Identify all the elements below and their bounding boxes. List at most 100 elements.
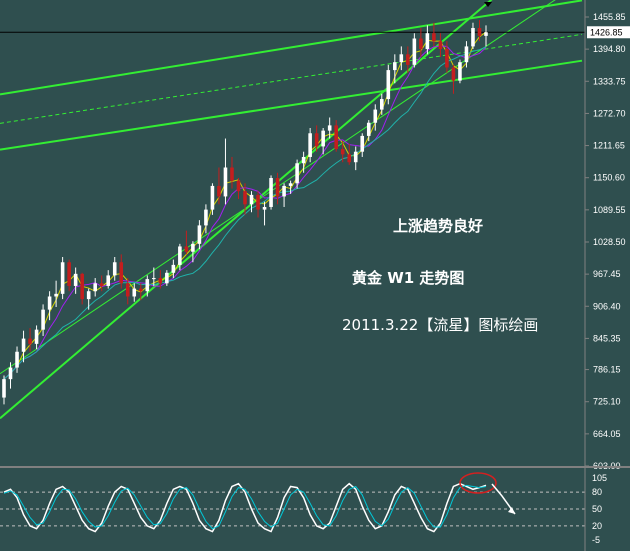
candle-down (158, 278, 163, 284)
candle-up (373, 109, 378, 123)
down-arrow-line (491, 483, 516, 515)
candle-up (393, 62, 397, 71)
candle-down (406, 54, 410, 65)
candle-up (8, 367, 13, 380)
candle-down (243, 191, 247, 205)
candle-up (269, 178, 273, 207)
candle-up (458, 62, 462, 81)
trendline-upper-channel (0, 0, 583, 96)
candle-up (386, 70, 391, 100)
candle-up (73, 273, 78, 286)
candle-up (86, 291, 91, 300)
candle-up (106, 275, 111, 286)
svg-text:1426.85: 1426.85 (590, 27, 623, 37)
stochastic-lines (3, 482, 487, 533)
candle-down (125, 283, 130, 297)
candle-up (204, 209, 208, 226)
stochastic-main-line (3, 482, 487, 533)
candle-up (366, 122, 371, 136)
candle-down (217, 185, 221, 197)
price-tick-label: 1272.70 (593, 108, 626, 118)
candle-up (34, 329, 39, 344)
candle-down (438, 41, 443, 50)
price-tick-label: 845.35 (593, 333, 621, 343)
trendline-major-support (0, 0, 493, 420)
candle-down (256, 194, 260, 210)
price-panel (0, 0, 585, 420)
candle-down (184, 246, 189, 252)
price-tick-label: 1028.50 (593, 237, 626, 247)
price-tick-label: 786.15 (593, 365, 621, 375)
stochastic-signal-line (3, 484, 487, 530)
candle-up (295, 163, 299, 184)
candle-up (191, 243, 195, 252)
candle-up (379, 99, 384, 110)
candle-up (60, 262, 65, 294)
candle-up (171, 264, 176, 273)
candle-up (327, 125, 332, 131)
candle-down (99, 283, 104, 286)
candle-up (412, 38, 417, 65)
candle-down (67, 262, 71, 286)
candle-up (132, 288, 137, 297)
annotation-author: 2011.3.22【流星】图标绘画 (342, 316, 538, 334)
candle-down (80, 273, 84, 300)
price-tick-label: 1089.55 (593, 205, 626, 215)
candle-up (353, 151, 358, 163)
candle-up (178, 246, 182, 265)
candle-up (425, 33, 430, 50)
current-price-label: 1426.85 (587, 26, 630, 39)
candle-down (451, 67, 456, 81)
candle-up (165, 272, 169, 284)
price-tick-label: 906.40 (593, 301, 621, 311)
candle-up (197, 225, 202, 244)
stochastic-tick-label: 50 (592, 504, 602, 514)
price-tick-label: 967.45 (593, 269, 621, 279)
candle-down (432, 33, 436, 42)
annotation-title: 黄金 W1 走势图 (352, 269, 464, 287)
candle-up (54, 293, 58, 297)
price-tick-label: 1394.80 (593, 44, 626, 54)
price-tick-label: 1333.75 (593, 76, 626, 86)
price-tick-label: 1150.60 (593, 173, 625, 183)
candle-down (236, 180, 241, 192)
candle-up (152, 278, 156, 280)
candle-up (145, 279, 150, 292)
candle-down (138, 288, 143, 292)
candle-down (445, 49, 449, 68)
price-tick-label: 1211.65 (593, 141, 625, 151)
candle-up (112, 262, 117, 276)
candle-up (2, 379, 6, 398)
trendline-lower-channel (0, 59, 583, 151)
highlight-circle (459, 472, 497, 494)
candle-up (21, 338, 26, 352)
price-tick-label: 664.05 (593, 429, 621, 439)
candle-up (288, 183, 293, 186)
candle-up (93, 283, 97, 292)
price-axis-ticks: 1455.85 1394.80 1333.75 1272.70 1211.65 1150.… (585, 12, 626, 471)
stochastic-tick-label: 80 (592, 487, 602, 497)
candle-down (119, 262, 124, 284)
bar-marker-arrow (484, 2, 492, 7)
candle-up (464, 46, 469, 63)
trendline-group (0, 0, 583, 420)
candle-up (15, 351, 19, 368)
stochastic-tick-label: -5 (592, 535, 600, 545)
candle-down (340, 149, 345, 155)
candle-up (360, 135, 365, 152)
candle-up (249, 194, 254, 205)
candle-up (301, 156, 306, 164)
candle-up (47, 296, 52, 310)
annotation-trend: 上涨趋势良好 (393, 217, 483, 235)
candle-down (314, 133, 319, 147)
stochastic-tick-label: 105 (592, 473, 607, 483)
candle-up (321, 130, 325, 147)
candle-down (347, 154, 352, 163)
candle-up (484, 32, 488, 36)
candle-up (399, 54, 404, 63)
candle-down (477, 27, 482, 36)
price-tick-label: 1455.85 (593, 12, 626, 22)
candle-up (262, 206, 267, 210)
